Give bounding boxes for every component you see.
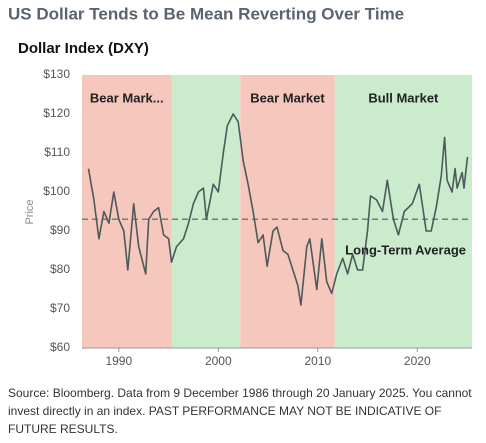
price-line xyxy=(87,113,469,306)
x-tick-label: 2000 xyxy=(205,354,232,368)
region-label: Bull Market xyxy=(368,90,439,105)
y-tick-label: $90 xyxy=(50,223,70,237)
region xyxy=(240,75,335,348)
y-tick-label: $70 xyxy=(50,301,70,315)
y-axis-label: Price xyxy=(24,199,36,224)
chart-title: US Dollar Tends to Be Mean Reverting Ove… xyxy=(8,4,404,23)
source-note: Source: Bloomberg. Data from 9 December … xyxy=(8,386,472,436)
region-label: Bear Market xyxy=(250,90,325,105)
y-tick-label: $120 xyxy=(43,106,70,120)
y-tick-label: $80 xyxy=(50,262,70,276)
average-label: Long-Term Average xyxy=(345,243,466,258)
x-tick-label: 1990 xyxy=(105,354,132,368)
chart-subtitle: Dollar Index (DXY) xyxy=(18,40,149,57)
region xyxy=(334,75,472,348)
x-tick-label: 2020 xyxy=(404,354,431,368)
y-tick-label: $60 xyxy=(50,340,70,354)
region xyxy=(82,75,172,348)
region-label: Bear Mark... xyxy=(90,90,164,105)
chart: US Dollar Tends to Be Mean Reverting Ove… xyxy=(8,4,472,368)
y-tick-label: $130 xyxy=(43,67,70,81)
y-tick-label: $110 xyxy=(44,145,70,159)
x-tick-label: 2010 xyxy=(304,354,331,368)
y-tick-label: $100 xyxy=(43,184,70,198)
